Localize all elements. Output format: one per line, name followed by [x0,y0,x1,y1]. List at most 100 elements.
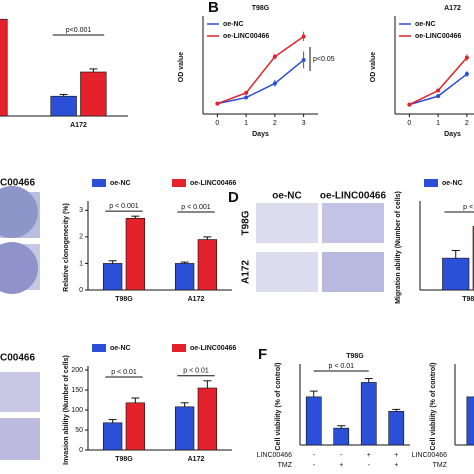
point [464,72,469,77]
y-tick-label: 50 [75,427,83,434]
x-tick-label: A172 [70,122,87,129]
legend-label: oe-NC [442,180,463,187]
x-tick-label: A172 [188,296,205,303]
point [407,102,412,107]
annotation: p<0.001 [66,27,92,34]
point [436,88,441,93]
bar [466,396,474,446]
condition-value: - [368,462,371,469]
x-tick-label: T98G [462,296,474,303]
legend-swatch [92,344,106,352]
bar [125,402,146,451]
point [436,94,441,99]
y-tick-label: 0 [79,447,83,454]
annotation: p < 0.01 [329,363,355,370]
legend-label: oe-NC [223,21,244,28]
migration-image [256,252,318,292]
legend-label: oe-LINC00466 [415,33,461,40]
bar [0,18,8,117]
condition-label: LINC00466 [412,452,448,459]
condition-label: LINC00466 [257,452,293,459]
x-tick-label: 1 [244,120,248,127]
legend-swatch [172,179,186,187]
y-tick-label: 150 [71,387,83,394]
y-tick-label: 200 [71,367,83,374]
legend-label: oe-NC [110,180,131,187]
bar [80,71,107,117]
line [217,59,305,105]
annotation: p < 0 [463,204,474,211]
x-tick-label: A172 [188,456,205,463]
panel-letter: F [258,346,267,363]
legend-swatch [172,344,186,352]
y-axis-label: OD value [370,52,377,82]
bar [360,382,377,446]
migration-image [322,252,384,292]
x-axis-label: Days [252,131,269,138]
image-column-label: oe-LINC00466 [320,191,387,202]
bar [102,422,123,451]
legend-label: oe-LINC00466 [190,345,236,352]
bar [333,427,350,446]
point [244,95,249,100]
annotation: p < 0.01 [183,368,209,375]
chart-title: T98G [346,353,364,360]
legend-label: oe-NC [415,21,436,28]
legend-label: oe-LINC00466 [190,180,236,187]
image-column-label: oe-NC [272,191,301,202]
y-axis-label: Relative clonogenecity (%) [63,203,70,292]
bar [50,95,77,117]
image-row-label: A172 [241,260,252,284]
migration-image [322,203,384,243]
legend-label: oe-LINC00466 [223,33,269,40]
bar [388,411,405,446]
condition-value: - [340,452,343,459]
y-axis-label: Cell viability (% of control) [430,363,437,451]
condition-value: - [313,452,316,459]
x-tick-label: T98G [115,296,133,303]
bar [174,406,195,451]
x-tick-label: 0 [407,120,411,127]
y-tick-label: 0 [79,287,83,294]
condition-value: + [394,462,398,469]
bar [442,257,470,291]
y-axis-label: Migration ability (Number of cells) [395,191,402,304]
condition-label: TMZ [433,462,448,469]
point [272,81,277,86]
annotation: p < 0.001 [181,204,210,211]
point [301,34,306,39]
y-axis-label: OD value [178,52,185,82]
invasion-image [0,418,40,460]
bar [197,387,218,451]
y-tick-label: 100 [71,407,83,414]
chart-title: T98G [252,5,270,12]
colony-dish [0,242,38,294]
legend-swatch [92,179,106,187]
panel-letter: B [208,0,219,16]
condition-value: - [313,462,316,469]
line [217,35,305,105]
y-tick-label: 1 [79,260,83,267]
y-tick-label: 3 [79,207,83,214]
bar [125,217,146,291]
images [0,186,384,460]
condition-label: TMZ [278,462,293,469]
condition-value: + [367,452,371,459]
point [244,90,249,95]
point [272,54,277,59]
point [301,57,306,62]
point [215,101,220,106]
chart-title: A172 [444,5,461,12]
legend-swatch [424,179,438,187]
x-tick-label: 2 [273,120,277,127]
bar [197,239,218,291]
x-tick-label: 2 [465,120,469,127]
colony-dish [0,186,38,238]
y-axis-label: Invasion ability (Number of cells) [63,355,70,465]
bar [174,263,195,291]
bar [102,263,123,291]
x-tick-label: 0 [215,120,219,127]
x-tick-label: 3 [302,120,306,127]
annotation: p < 0.001 [109,203,138,210]
